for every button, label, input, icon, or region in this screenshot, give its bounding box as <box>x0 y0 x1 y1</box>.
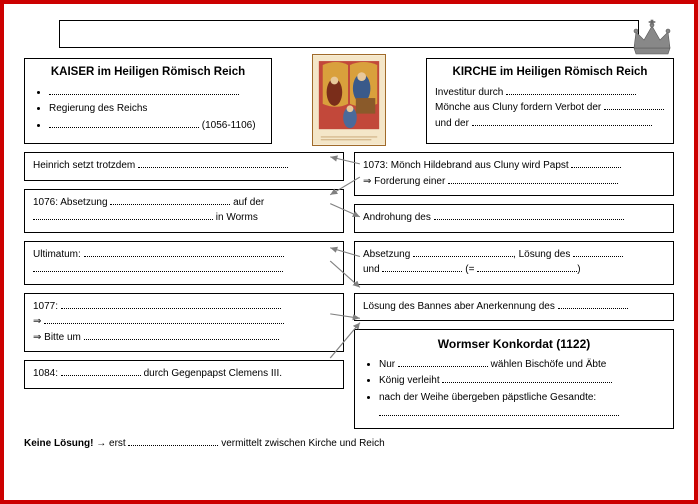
medieval-illustration <box>312 54 386 146</box>
right-column: KIRCHE im Heiligen Römisch Reich Investi… <box>354 58 674 429</box>
footer-text: Keine Lösung! → erst vermittelt zwischen… <box>24 437 674 449</box>
kirche-header-box: KIRCHE im Heiligen Römisch Reich Investi… <box>426 58 674 144</box>
left-column: KAISER im Heiligen Römisch Reich Regieru… <box>24 58 344 429</box>
right-box-wormser: Wormser Konkordat (1122) Nur wählen Bisc… <box>354 329 674 429</box>
kaiser-bullet-3: (1056-1106) <box>49 118 263 134</box>
left-box-1076: 1076: Absetzung auf der in Worms <box>24 189 344 233</box>
left-box-1077: 1077: ⇒ ⇒ Bitte um <box>24 293 344 353</box>
right-box-absetzung: Absetzung , Lösung des und (= ) <box>354 241 674 285</box>
left-box-1084: 1084: durch Gegenpapst Clemens III. <box>24 360 344 389</box>
kaiser-bullet-1 <box>49 85 263 101</box>
right-box-loesung: Lösung des Bannes aber Anerkennung des <box>354 293 674 322</box>
wormser-b2: König verleiht <box>379 373 665 389</box>
kaiser-header-box: KAISER im Heiligen Römisch Reich Regieru… <box>24 58 272 144</box>
crown-icon <box>628 18 676 58</box>
right-box-androhung: Androhung des <box>354 204 674 233</box>
left-box-heinrich: Heinrich setzt trotzdem <box>24 152 344 181</box>
worksheet-frame: KAISER im Heiligen Römisch Reich Regieru… <box>0 0 698 504</box>
wormser-heading: Wormser Konkordat (1122) <box>363 335 665 354</box>
title-blank-box <box>59 20 639 48</box>
kaiser-heading: KAISER im Heiligen Römisch Reich <box>33 64 263 82</box>
right-box-1073: 1073: Mönch Hildebrand aus Cluny wird Pa… <box>354 152 674 196</box>
kirche-heading: KIRCHE im Heiligen Römisch Reich <box>435 64 665 82</box>
left-box-ultimatum: Ultimatum: <box>24 241 344 285</box>
wormser-b1: Nur wählen Bischöfe und Äbte <box>379 357 665 373</box>
two-column-layout: KAISER im Heiligen Römisch Reich Regieru… <box>24 58 674 429</box>
kaiser-bullet-2: Regierung des Reichs <box>49 101 263 117</box>
wormser-b3: nach der Weihe übergeben päpstliche Gesa… <box>379 390 665 406</box>
